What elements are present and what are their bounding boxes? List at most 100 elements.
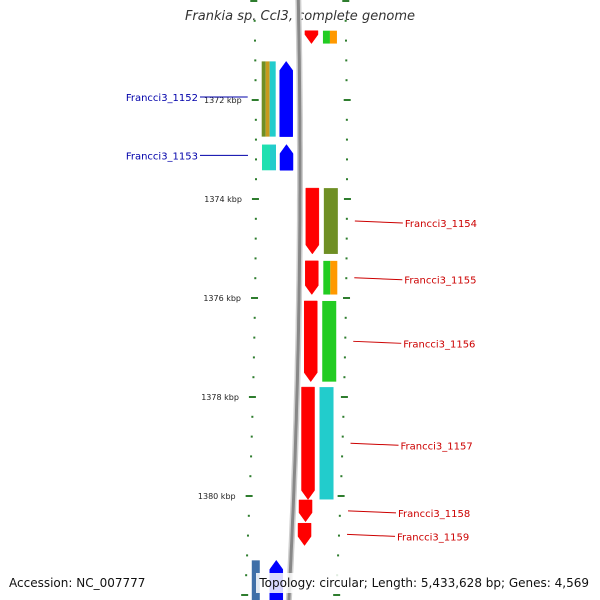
minor-tick [254,59,257,62]
gene-label: Francci3_1152 [126,93,198,104]
minor-tick [254,138,257,141]
minor-tick [250,435,253,438]
forward-feature-block [269,61,276,137]
minor-tick [253,336,256,339]
major-tick [343,297,351,299]
minor-tick [337,554,340,557]
minor-tick [254,178,257,181]
gene-label: Francci3_1153 [126,151,198,162]
genome-summary-text: Topology: circular; Length: 5,433,628 bp… [256,573,592,593]
minor-tick [254,277,257,280]
minor-tick [345,237,348,240]
minor-tick [254,237,257,240]
reverse-feature-block [322,300,337,382]
reverse-feature-block [322,30,330,44]
leader-line [350,442,399,446]
minor-tick [342,415,345,418]
minor-tick [254,79,257,82]
major-tick [241,594,249,596]
minor-tick [254,217,257,220]
minor-tick [343,376,346,379]
minor-tick [345,257,348,260]
scale-label: 1374 kbp [204,195,242,204]
gene-arrow [279,60,293,137]
major-tick [333,594,341,596]
minor-tick [254,118,257,121]
minor-tick [252,356,255,359]
gene-label: Francci3_1159 [397,532,469,543]
leader-line [348,510,397,514]
forward-feature-block [251,560,260,600]
reverse-feature-block [323,188,338,254]
gene-label: Francci3_1156 [403,339,475,350]
gene-arrow [304,30,319,44]
major-tick [343,99,351,101]
minor-tick [337,534,340,537]
leader-line [354,277,403,281]
minor-tick [249,475,252,478]
minor-tick [247,514,250,517]
minor-tick [253,19,256,22]
forward-feature-block [269,144,276,171]
major-tick [250,0,258,2]
gene-arrow [279,144,294,171]
minor-tick [345,118,348,121]
scale-label: 1376 kbp [203,294,241,303]
major-tick [337,495,345,497]
gene-arrow [298,499,313,523]
reverse-feature-block [319,387,334,500]
minor-tick [345,178,348,181]
minor-tick [341,435,344,438]
leader-line [353,340,402,344]
reverse-feature-block [330,260,338,295]
reverse-feature-block [323,260,331,295]
scale-label: 1372 kbp [204,96,242,105]
major-tick [251,198,259,200]
gene-arrow [305,260,319,295]
minor-tick [254,158,257,161]
genome-backbone [287,0,302,600]
forward-feature-block [265,61,270,137]
minor-tick [343,356,346,359]
minor-tick [251,415,254,418]
major-tick [251,297,259,299]
minor-tick [250,455,253,458]
gene-arrow [305,187,320,255]
major-tick [245,495,253,497]
minor-tick [252,376,255,379]
minor-tick [345,217,348,220]
minor-tick [246,554,249,557]
leader-line [347,533,396,537]
gene-label: Francci3_1155 [404,276,476,287]
leader-line [354,220,403,224]
accession-text: Accession: NC_007777 [6,573,149,593]
minor-tick [340,475,343,478]
minor-tick [246,534,249,537]
minor-tick [345,277,348,280]
minor-tick [345,158,348,161]
scale-label: 1380 kbp [198,492,236,501]
gene-arrow [301,386,315,500]
minor-tick [344,19,347,22]
scale-label: 1378 kbp [201,393,239,402]
minor-tick [254,257,257,260]
major-tick [251,99,259,101]
minor-tick [344,39,347,42]
gene-arrow [297,522,312,546]
reverse-feature-block [329,30,337,44]
minor-tick [345,79,348,82]
minor-tick [253,316,256,319]
major-tick [340,396,348,398]
minor-tick [245,574,248,577]
major-tick [343,198,351,200]
minor-tick [253,39,256,42]
minor-tick [344,316,347,319]
gene-arrow [303,300,318,383]
minor-tick [345,138,348,141]
gene-label: Francci3_1158 [398,509,470,520]
minor-tick [344,336,347,339]
gene-label: Francci3_1154 [405,219,477,230]
minor-tick [341,455,344,458]
minor-tick [338,514,341,517]
